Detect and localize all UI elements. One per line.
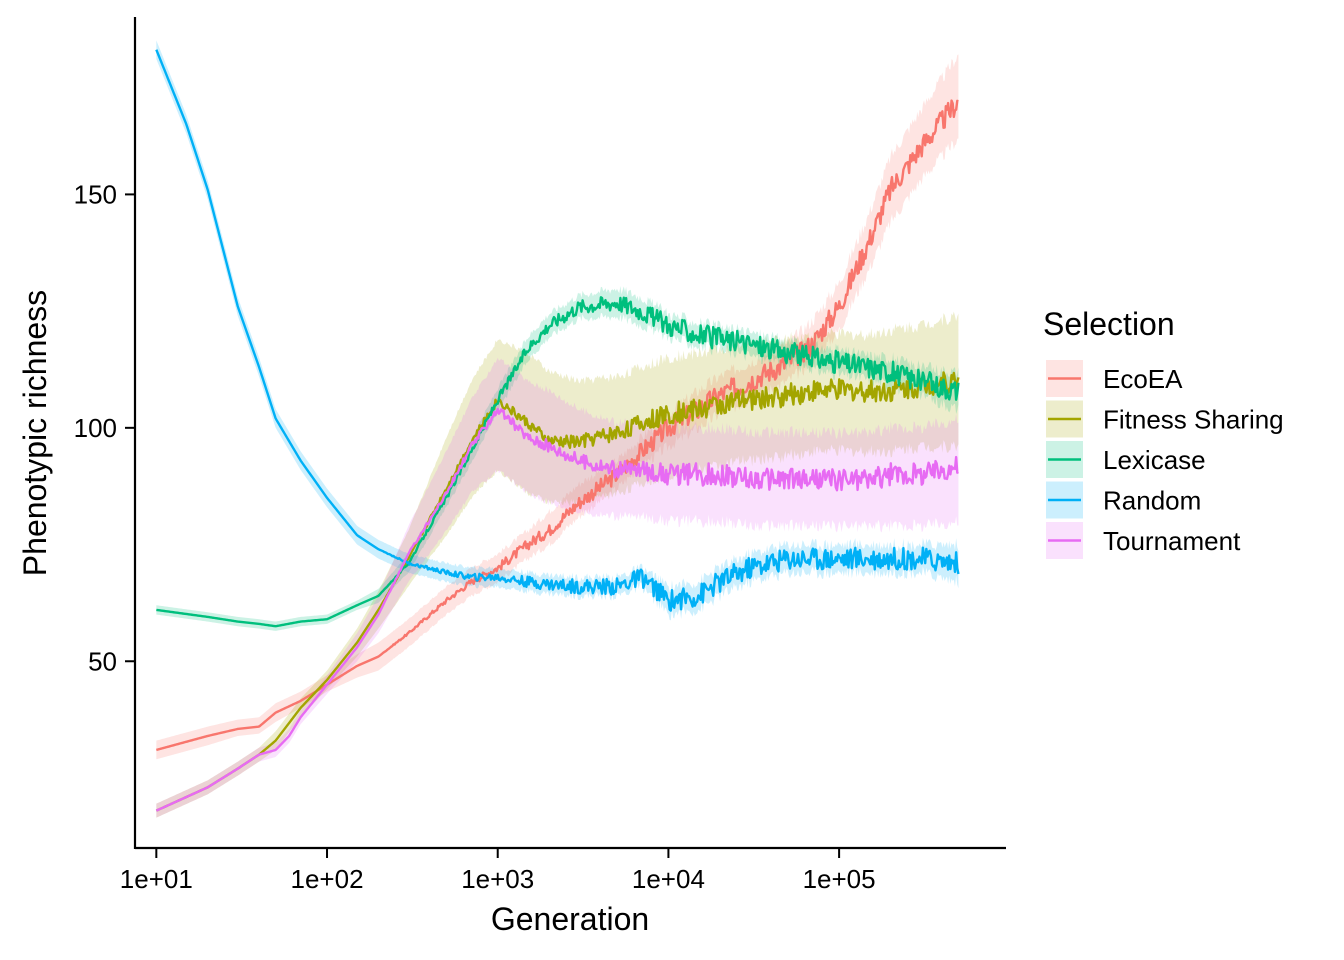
- y-axis-ticks: 50 100 150: [74, 179, 135, 676]
- line-ecoea: [156, 99, 959, 752]
- y-axis-title: Phenotypic richness: [17, 290, 53, 576]
- legend: Selection EcoEA Fitness Sharing Lexicase Ra…: [1043, 306, 1284, 559]
- x-axis-ticks: 1e+01 1e+02 1e+03 1e+04 1e+05: [120, 848, 876, 894]
- line-random: [155, 49, 960, 612]
- legend-label-tournament: Tournament: [1103, 526, 1241, 556]
- legend-label-fitness-sharing: Fitness Sharing: [1103, 405, 1284, 435]
- line-fitness-sharing: [155, 371, 960, 812]
- y-tick-label: 150: [74, 179, 117, 209]
- x-tick-label: 1e+01: [120, 864, 193, 894]
- x-tick-label: 1e+04: [632, 864, 705, 894]
- line-tournament: [155, 407, 959, 812]
- x-tick-label: 1e+03: [461, 864, 534, 894]
- y-tick-label: 100: [74, 413, 117, 443]
- series-line-layer: [155, 49, 960, 812]
- x-tick-label: 1e+02: [291, 864, 364, 894]
- y-tick-label: 50: [88, 646, 117, 676]
- x-axis-title: Generation: [491, 901, 649, 937]
- legend-label-random: Random: [1103, 486, 1201, 516]
- ribbon-fitness-sharing: [156, 311, 959, 818]
- legend-label-ecoea: EcoEA: [1103, 364, 1183, 394]
- ribbon-layer: [156, 40, 959, 818]
- legend-title: Selection: [1043, 306, 1175, 342]
- legend-label-lexicase: Lexicase: [1103, 445, 1206, 475]
- x-tick-label: 1e+05: [803, 864, 876, 894]
- line-lexicase: [156, 296, 960, 628]
